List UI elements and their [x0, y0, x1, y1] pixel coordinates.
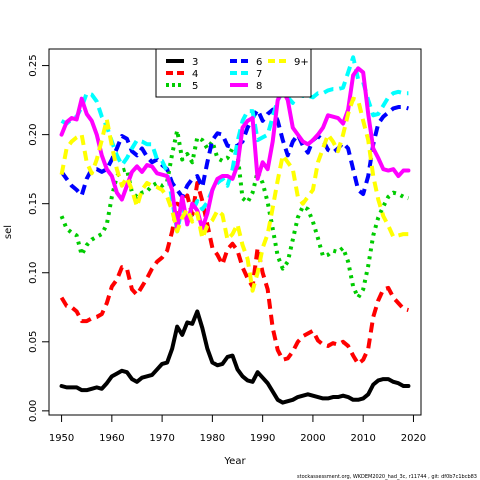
y-tick-label: 0.05: [28, 331, 39, 353]
series-line-8: [59, 66, 411, 231]
legend-item: 5: [166, 81, 198, 92]
x-tick-label: 2010: [350, 433, 375, 444]
x-axis-label: Year: [223, 456, 246, 467]
legend-item: 6: [230, 57, 262, 68]
legend: 345 678 9+: [155, 48, 312, 98]
legend-label: 3: [192, 57, 198, 68]
series-line-9plus: [59, 96, 409, 293]
x-tick-label: 1990: [250, 433, 275, 444]
y-tick-label: 0.25: [28, 54, 39, 76]
legend-item: 8: [230, 81, 262, 92]
legend-label: 9+: [294, 57, 309, 68]
y-tick-label: 0.10: [28, 262, 39, 284]
legend-item: 7: [230, 69, 262, 80]
legend-label: 7: [256, 69, 262, 80]
series-line-4: [59, 180, 409, 366]
x-tick-label: 1970: [149, 433, 174, 444]
legend-label: 8: [256, 81, 262, 92]
legend-item: 9+: [268, 57, 309, 68]
legend-item: 3: [166, 57, 198, 68]
x-axis: 1950 1960 1970 1980 1990 2000 2010 2020: [49, 414, 426, 444]
legend-label: 6: [256, 57, 262, 68]
series-line-7: [60, 55, 409, 234]
y-tick-label: 0.15: [28, 193, 39, 215]
x-tick-label: 1960: [99, 433, 124, 444]
legend-label: 4: [192, 69, 198, 80]
x-tick-label: 2020: [401, 433, 426, 444]
y-axis: 0.00 0.05 0.10 0.15 0.20 0.25: [28, 54, 50, 422]
y-axis-label: sel: [3, 225, 14, 239]
y-tick-label: 0.20: [28, 123, 39, 145]
legend-item: 4: [166, 69, 198, 80]
x-tick-label: 1980: [200, 433, 225, 444]
plot-lines: [59, 55, 411, 405]
footer-text: stockassessment.org, WKDEM2020_had_3c, r…: [297, 474, 477, 480]
y-tick-label: 0.00: [28, 400, 39, 422]
x-tick-label: 1950: [49, 433, 74, 444]
series-line-3: [59, 309, 411, 405]
legend-label: 5: [192, 81, 198, 92]
series-line-6: [59, 105, 409, 199]
x-tick-label: 2000: [300, 433, 325, 444]
